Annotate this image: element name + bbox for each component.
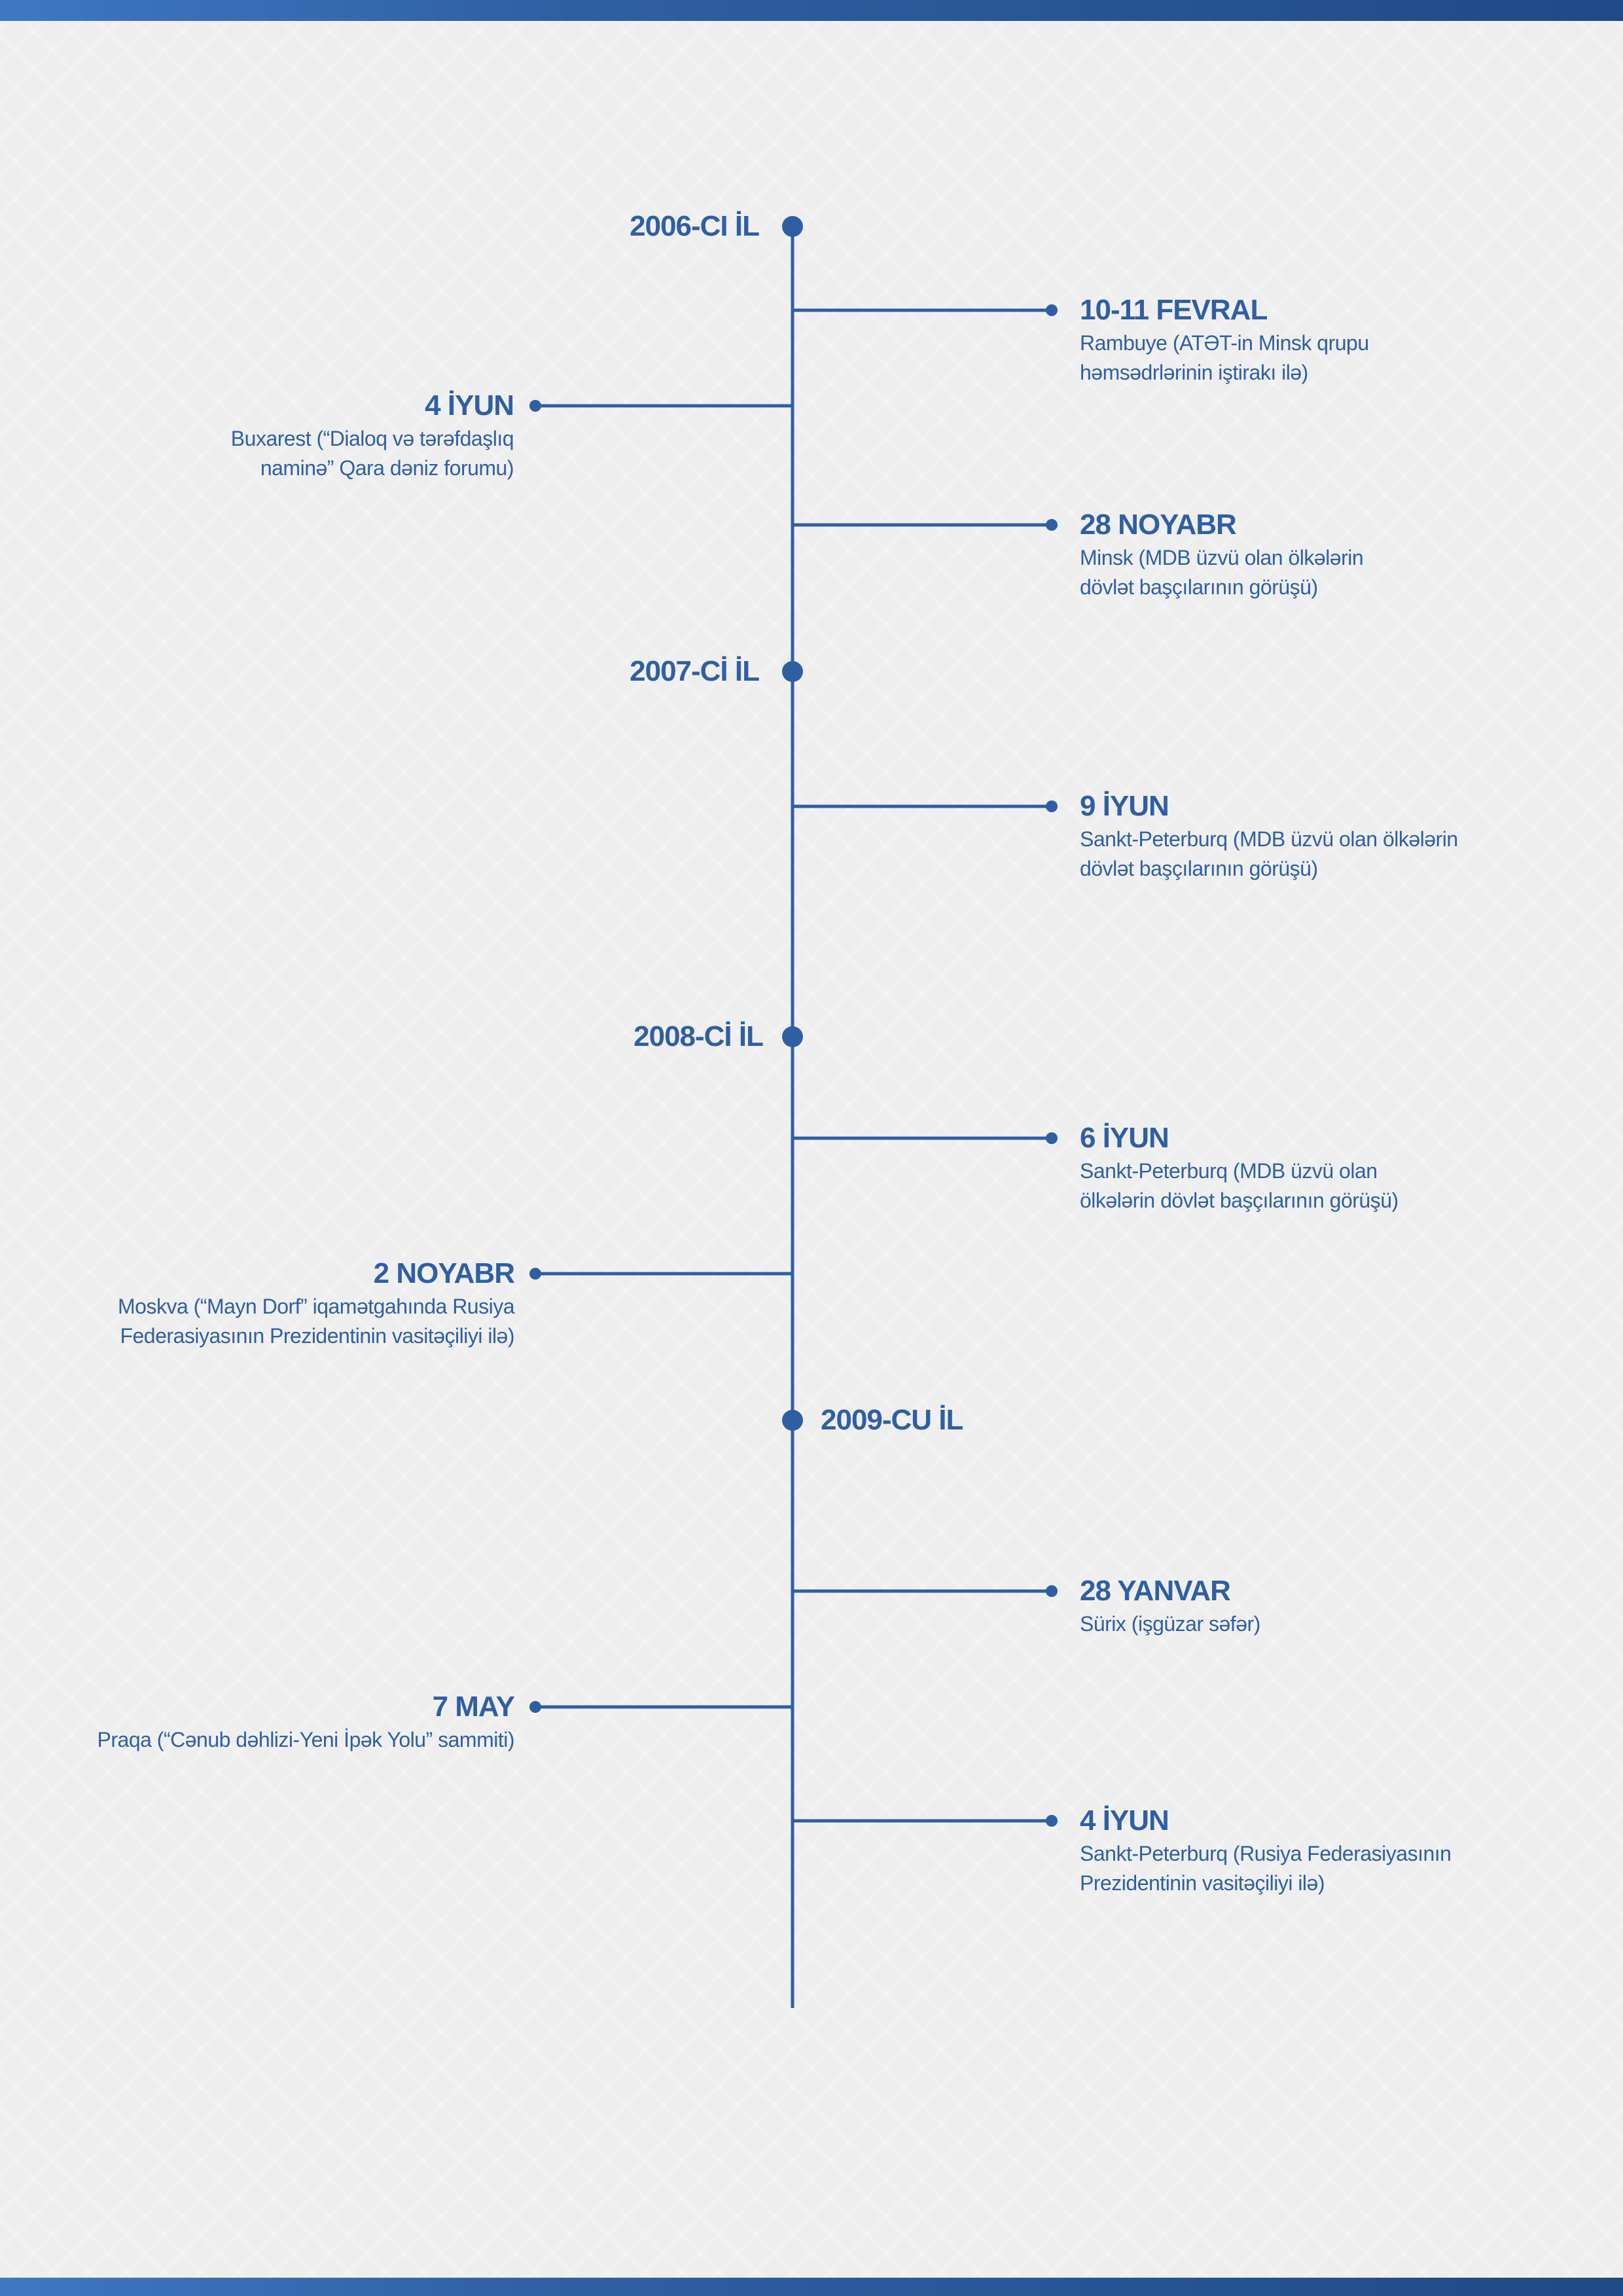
event-description: Sankt-Peterburq (Rusiya Federasiyasının … xyxy=(1080,1842,1452,1895)
event-date: 28 NOYABR xyxy=(1080,509,1237,541)
event-description: Sankt-Peterburq (MDB üzvü olan ölkələrin… xyxy=(1080,827,1458,880)
event-description: Minsk (MDB üzvü olan ölkələrin dövlət ba… xyxy=(1080,546,1364,599)
year-label-2008: 2008-Cİ İL xyxy=(633,1020,764,1052)
year-marker-2008 xyxy=(782,1026,803,1047)
top-banner xyxy=(0,0,1623,21)
event-dot-8 xyxy=(529,1701,541,1713)
event-5: 6 İYUN Sankt-Peterburq (MDB üzvü olan öl… xyxy=(1080,1120,1446,1215)
event-9: 4 İYUN Sankt-Peterburq (Rusiya Federasiy… xyxy=(1080,1803,1486,1898)
event-dot-5 xyxy=(1046,1132,1058,1144)
event-date: 2 NOYABR xyxy=(373,1257,515,1289)
event-3: 28 NOYABR Minsk (MDB üzvü olan ölkələrin… xyxy=(1080,507,1420,602)
year-marker-2006 xyxy=(782,216,803,237)
event-2: 4 İYUN Buxarest (“Dialoq və tərəfdaşlıq … xyxy=(173,387,514,483)
event-date: 28 YANVAR xyxy=(1080,1575,1231,1607)
year-marker-2007 xyxy=(782,661,803,682)
year-label-2007: 2007-Cİ İL xyxy=(630,655,760,687)
event-dot-3 xyxy=(1046,519,1058,531)
event-8: 7 MAY Praqa (“Cənub dəhlizi-Yeni İpək Yo… xyxy=(30,1689,515,1755)
event-description: Buxarest (“Dialoq və tərəfdaşlıq naminə”… xyxy=(230,427,514,480)
event-dot-4 xyxy=(1046,800,1058,812)
event-date: 9 İYUN xyxy=(1080,790,1169,822)
event-dot-9 xyxy=(1046,1815,1058,1827)
event-description: Praqa (“Cənub dəhlizi-Yeni İpək Yolu” sa… xyxy=(97,1728,515,1751)
event-description: Sankt-Peterburq (MDB üzvü olan ölkələrin… xyxy=(1080,1159,1399,1212)
event-dot-6 xyxy=(529,1268,541,1280)
year-marker-2009 xyxy=(782,1410,803,1431)
year-label-2006: 2006-CI İL xyxy=(630,210,760,242)
event-date: 4 İYUN xyxy=(425,389,514,422)
event-description: Sürix (işgüzar səfər) xyxy=(1080,1612,1260,1636)
bottom-banner xyxy=(0,2278,1623,2296)
event-date: 6 İYUN xyxy=(1080,1122,1169,1154)
event-description: Moskva (“Mayn Dorf” iqamətgahında Rusiya… xyxy=(117,1295,515,1348)
event-dot-7 xyxy=(1046,1585,1058,1597)
event-6: 2 NOYABR Moskva (“Mayn Dorf” iqamətgahın… xyxy=(82,1255,515,1351)
event-4: 9 İYUN Sankt-Peterburq (MDB üzvü olan öl… xyxy=(1080,788,1486,884)
event-description: Rambuye (ATƏT-in Minsk qrupu həmsədrləri… xyxy=(1080,331,1369,384)
event-dot-1 xyxy=(1046,304,1058,316)
event-dot-2 xyxy=(529,400,541,412)
event-date: 7 MAY xyxy=(432,1691,515,1723)
event-7: 28 YANVAR Sürix (işgüzar səfər) xyxy=(1080,1573,1420,1639)
event-date: 4 İYUN xyxy=(1080,1804,1169,1837)
event-date: 10-11 FEVRAL xyxy=(1080,294,1268,326)
event-1: 10-11 FEVRAL Rambuye (ATƏT-in Minsk qrup… xyxy=(1080,292,1420,387)
year-label-2009: 2009-CU İL xyxy=(821,1404,963,1436)
